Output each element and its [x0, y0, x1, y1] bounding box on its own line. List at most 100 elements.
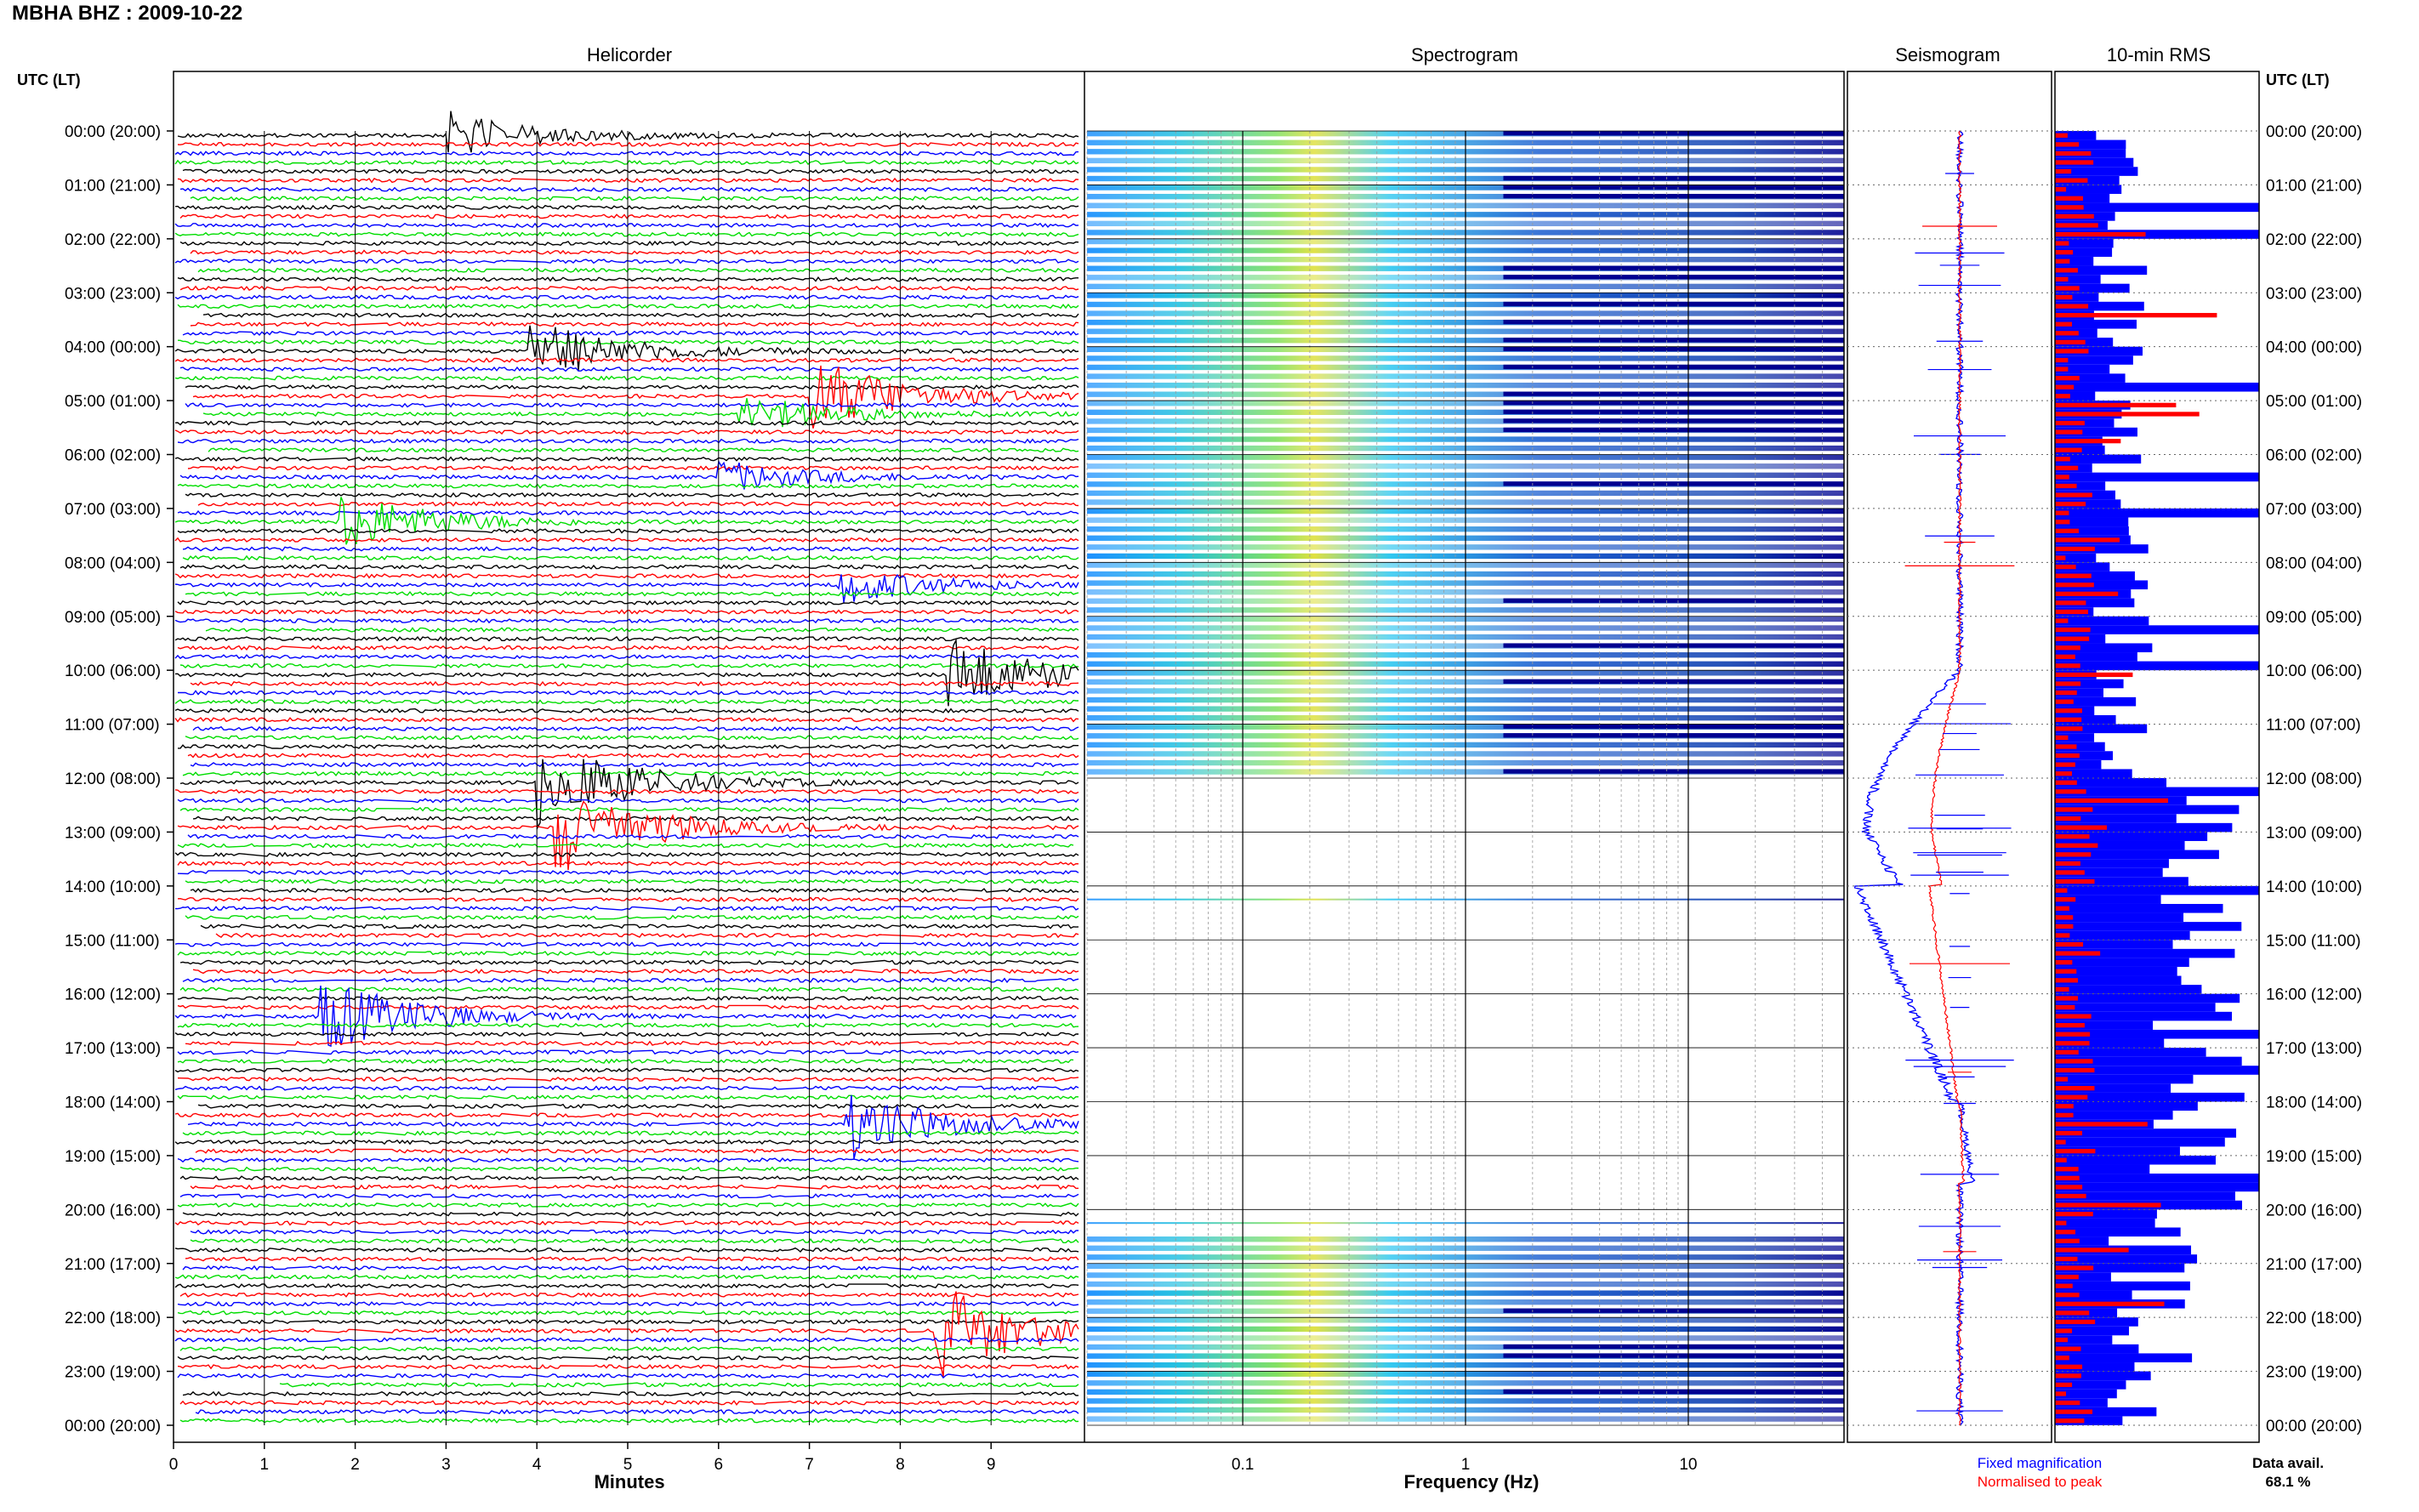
- rms-bar-fixed: [2055, 778, 2167, 787]
- legend-normalised-to-peak: Normalised to peak: [1978, 1474, 2103, 1490]
- page-title: MBHA BHZ : 2009-10-22: [12, 2, 243, 25]
- rms-bar-normalised: [2055, 1041, 2090, 1046]
- rms-bar-fixed: [2055, 1236, 2109, 1246]
- rms-bar-fixed: [2055, 1164, 2150, 1174]
- rms-bar-normalised: [2055, 1301, 2165, 1306]
- rms-bar-normalised: [2055, 492, 2092, 497]
- hour-label-right: 13:00 (09:00): [2266, 824, 2362, 842]
- rms-bar-fixed: [2055, 1011, 2233, 1021]
- rms-bar-fixed: [2055, 1218, 2155, 1228]
- rms-bar-normalised: [2055, 636, 2090, 641]
- hour-label-right: 00:00 (20:00): [2266, 123, 2362, 141]
- rms-bar-fixed: [2055, 688, 2103, 697]
- rms-bar-normalised: [2055, 1346, 2081, 1351]
- panel-title-spectrogram: Spectrogram: [1411, 44, 1518, 65]
- rms-bar-normalised: [2055, 1337, 2068, 1343]
- helicorder-trace: [174, 222, 1079, 229]
- data-avail-label: Data avail.: [2252, 1455, 2324, 1471]
- rms-bar-normalised: [2055, 1265, 2094, 1270]
- hour-label-left: 06:00 (02:00): [65, 447, 161, 465]
- rms-bar-normalised: [2055, 1391, 2066, 1396]
- helicorder-trace: [174, 231, 1079, 237]
- rms-bar-normalised: [2055, 1004, 2075, 1010]
- rms-bar-fixed: [2055, 319, 2137, 329]
- rms-bar-normalised: [2055, 816, 2081, 821]
- rms-bar-normalised: [2055, 924, 2074, 929]
- rms-bar-normalised: [2055, 1167, 2079, 1172]
- rms-bar-fixed: [2055, 1227, 2181, 1237]
- rms-bar-normalised: [2055, 205, 2084, 210]
- rms-bar-fixed: [2055, 616, 2149, 626]
- helicorder-trace: [185, 384, 1079, 390]
- helicorder-trace: [174, 609, 1079, 615]
- rms-bar-fixed: [2055, 553, 2097, 563]
- rms-bar-normalised: [2055, 1364, 2083, 1369]
- rms-bar-normalised: [2055, 367, 2069, 372]
- rms-bar-fixed: [2055, 256, 2094, 266]
- minute-tick-label: 3: [441, 1456, 451, 1474]
- rms-bar-normalised: [2055, 483, 2077, 489]
- helicorder-trace: [174, 906, 1079, 912]
- minute-tick-label: 7: [805, 1456, 814, 1474]
- rms-bar-fixed: [2055, 562, 2110, 571]
- rms-bar-fixed: [2055, 966, 2177, 976]
- rms-bar-fixed: [2055, 1155, 2217, 1165]
- helicorder-trace: [179, 186, 1079, 192]
- frequency-tick-label: 10: [1679, 1456, 1697, 1474]
- rms-bar-fixed: [2055, 1066, 2259, 1075]
- rms-bar-fixed: [2055, 373, 2126, 383]
- spectrogram-dark-band: [1503, 401, 1844, 406]
- rms-frame: [2054, 71, 2260, 1443]
- rms-bar-normalised: [2055, 1049, 2079, 1055]
- rms-bar-fixed: [2055, 1263, 2185, 1273]
- helicorder-trace: [174, 572, 1079, 579]
- helicorder-trace: [177, 1157, 1079, 1163]
- helicorder-trace: [174, 375, 1079, 381]
- rms-bar-fixed: [2055, 364, 2110, 374]
- rms-bar-normalised: [2055, 1014, 2092, 1019]
- helicorder-trace: [174, 699, 1079, 705]
- spectrogram-dark-band: [1503, 391, 1844, 396]
- helicorder-trace: [177, 177, 1079, 184]
- hour-label-left: 21:00 (17:00): [65, 1256, 161, 1274]
- rms-bar-fixed: [2055, 1111, 2173, 1120]
- helicorder-trace: [174, 1067, 1079, 1073]
- helicorder-trace: [177, 141, 1079, 148]
- rms-bar-fixed: [2055, 822, 2233, 833]
- rms-bar-fixed: [2055, 1407, 2157, 1417]
- helicorder-trace: [177, 1310, 1079, 1316]
- helicorder-trace: [179, 459, 1079, 490]
- rms-bar-normalised: [2055, 250, 2074, 255]
- spectrogram-dark-band: [1503, 427, 1844, 433]
- rms-bar-normalised: [2055, 1202, 2161, 1208]
- rms-bar-normalised: [2055, 213, 2094, 219]
- helicorder-trace: [185, 1256, 1079, 1262]
- helicorder-trace: [177, 1022, 1079, 1028]
- rms-bar-fixed: [2055, 850, 2219, 860]
- hour-label-right: 12:00 (08:00): [2266, 770, 2362, 788]
- hour-label-left: 05:00 (01:00): [65, 393, 161, 411]
- rms-bar-normalised: [2055, 223, 2098, 228]
- hour-label-right: 11:00 (07:00): [2266, 717, 2361, 735]
- rms-bar-fixed: [2055, 1209, 2157, 1219]
- hour-label-left: 12:00 (08:00): [65, 770, 161, 788]
- rms-bar-fixed: [2055, 1353, 2193, 1363]
- rms-bar-normalised: [2055, 1023, 2085, 1028]
- minute-tick-label: 6: [714, 1456, 724, 1474]
- rms-bar-fixed: [2055, 481, 2106, 491]
- rms-bar-normalised: [2055, 376, 2080, 381]
- rms-bar-normalised: [2055, 1409, 2093, 1414]
- helicorder-trace: [179, 1345, 1079, 1352]
- hour-label-left: 09:00 (05:00): [65, 609, 161, 627]
- rms-bar-normalised: [2055, 187, 2067, 192]
- helicorder-trace: [177, 600, 1079, 606]
- rms-bar-fixed: [2055, 346, 2143, 356]
- helicorder-trace: [185, 590, 1079, 597]
- rms-bar-normalised: [2055, 1067, 2095, 1073]
- helicorder-trace: [174, 1219, 1079, 1226]
- rms-bar-normalised: [2055, 420, 2085, 426]
- helicorder-trace: [174, 456, 1079, 463]
- helicorder-trace: [279, 1382, 1079, 1388]
- rms-bar-normalised: [2055, 780, 2077, 785]
- helicorder-trace: [190, 761, 1079, 768]
